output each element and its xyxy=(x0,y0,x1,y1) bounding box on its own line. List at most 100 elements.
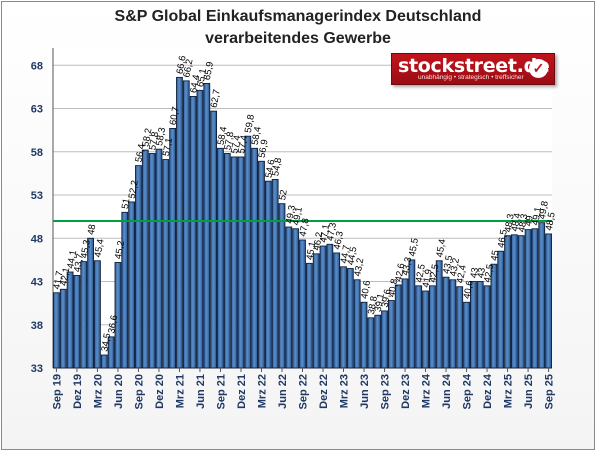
bar xyxy=(87,237,94,369)
bar xyxy=(114,262,122,369)
x-tick-label: Sep 24 xyxy=(462,373,474,409)
data-label: 47,3 xyxy=(325,222,339,242)
bar xyxy=(278,203,286,369)
bar xyxy=(470,281,477,369)
chart-title-line2: verarbeitendes Gewerbe xyxy=(205,30,391,47)
data-label: 44,5 xyxy=(345,246,359,266)
data-label: 58,4 xyxy=(216,126,230,146)
bar xyxy=(346,268,354,369)
data-label: 62,7 xyxy=(209,89,223,109)
bar xyxy=(456,286,464,369)
x-tick-label: Dez 19 xyxy=(72,374,84,409)
data-label: 45,3 xyxy=(79,239,93,259)
bar xyxy=(442,276,450,369)
data-label: 40,6 xyxy=(462,280,476,300)
data-label: 64,4 xyxy=(188,74,202,94)
bar xyxy=(66,271,74,369)
x-tick-label: Dez 21 xyxy=(236,374,248,409)
data-label: 45 xyxy=(489,249,502,261)
data-label: 42,4 xyxy=(455,264,469,284)
data-label: 49,1 xyxy=(291,206,305,226)
data-label: 65,1 xyxy=(195,68,209,88)
bar xyxy=(504,235,511,369)
data-label: 48,5 xyxy=(544,211,558,231)
data-label: 42,5 xyxy=(482,263,496,283)
data-label: 43,2 xyxy=(352,257,366,277)
y-tick-label: 43 xyxy=(31,277,43,289)
data-label: 56,9 xyxy=(257,139,271,159)
bar xyxy=(497,250,505,369)
data-label: 57,8 xyxy=(222,131,236,151)
bar xyxy=(107,336,115,369)
data-label: 40,8 xyxy=(386,278,400,298)
x-tick-label: Dez 24 xyxy=(482,373,494,409)
checkmark-icon: ✓ xyxy=(529,59,548,78)
data-label: 45,2 xyxy=(113,240,127,260)
bar xyxy=(141,149,149,369)
y-tick-label: 58 xyxy=(31,147,43,159)
data-label: 39,6 xyxy=(380,288,394,308)
bar xyxy=(319,245,327,369)
bar xyxy=(449,279,457,369)
bar xyxy=(483,285,491,369)
bar xyxy=(94,260,101,369)
x-tick-label: Dez 23 xyxy=(400,374,412,409)
bar xyxy=(53,292,60,369)
x-tick-label: Mrz 21 xyxy=(174,374,186,408)
data-label: 43 xyxy=(469,267,482,279)
bar xyxy=(80,261,88,369)
bar xyxy=(490,263,498,369)
data-label: 41,7 xyxy=(52,270,66,290)
bar xyxy=(435,260,443,369)
bar xyxy=(333,252,341,369)
data-label: 43,5 xyxy=(441,255,455,275)
x-tick-label: Sep 21 xyxy=(215,374,227,409)
data-label: 46,2 xyxy=(311,231,325,251)
x-tick-label: Jun 25 xyxy=(523,374,535,409)
y-tick-label: 63 xyxy=(31,104,43,116)
y-tick-label: 53 xyxy=(31,190,43,202)
bar xyxy=(374,314,382,369)
bar xyxy=(285,226,293,369)
data-label: 49 xyxy=(523,215,536,227)
bar xyxy=(531,228,539,369)
bar xyxy=(100,354,108,369)
bar xyxy=(476,281,484,369)
data-label: 51 xyxy=(120,198,133,210)
x-tick-label: Sep 23 xyxy=(380,374,392,409)
x-tick-label: Mrz 24 xyxy=(421,373,433,408)
data-label: 45,1 xyxy=(304,241,318,261)
data-label: 57,4 xyxy=(236,134,250,154)
bar xyxy=(121,211,129,369)
bar xyxy=(182,80,190,369)
y-tick-label: 38 xyxy=(31,320,43,332)
data-label: 41,9 xyxy=(421,268,435,288)
logo-name: stockstreet.de xyxy=(398,55,550,77)
data-label: 57,4 xyxy=(229,134,243,154)
bar xyxy=(59,288,67,369)
data-label: 47,1 xyxy=(318,223,332,243)
x-tick-label: Dez 22 xyxy=(318,374,330,409)
data-label: 45,4 xyxy=(434,238,448,258)
bar xyxy=(408,259,416,369)
x-tick-label: Mrz 25 xyxy=(503,374,515,408)
stockstreet-logo: stockstreet.de unabhängig • strategisch … xyxy=(391,53,555,85)
bar xyxy=(428,285,436,369)
data-label: 49,1 xyxy=(530,206,544,226)
data-label: 56,4 xyxy=(134,143,148,163)
logo-tagline: unabhängig • strategisch • treffsicher xyxy=(418,74,524,81)
bar xyxy=(264,180,272,369)
data-label: 45,5 xyxy=(407,237,421,257)
bar xyxy=(217,147,224,369)
data-label: 34,5 xyxy=(99,332,113,352)
data-label: 57,1 xyxy=(161,137,175,157)
data-label: 45,4 xyxy=(93,238,107,258)
data-label: 38,8 xyxy=(366,295,380,315)
plot-area: 33 38 43 48 53 58 63 68 41,742,144,143,745,3 48 45… xyxy=(31,48,558,409)
data-label: 49,3 xyxy=(284,204,298,224)
data-label: 65,9 xyxy=(202,61,216,81)
data-label: 40,6 xyxy=(359,280,373,300)
bar xyxy=(353,279,361,369)
data-label: 52 xyxy=(277,189,290,201)
